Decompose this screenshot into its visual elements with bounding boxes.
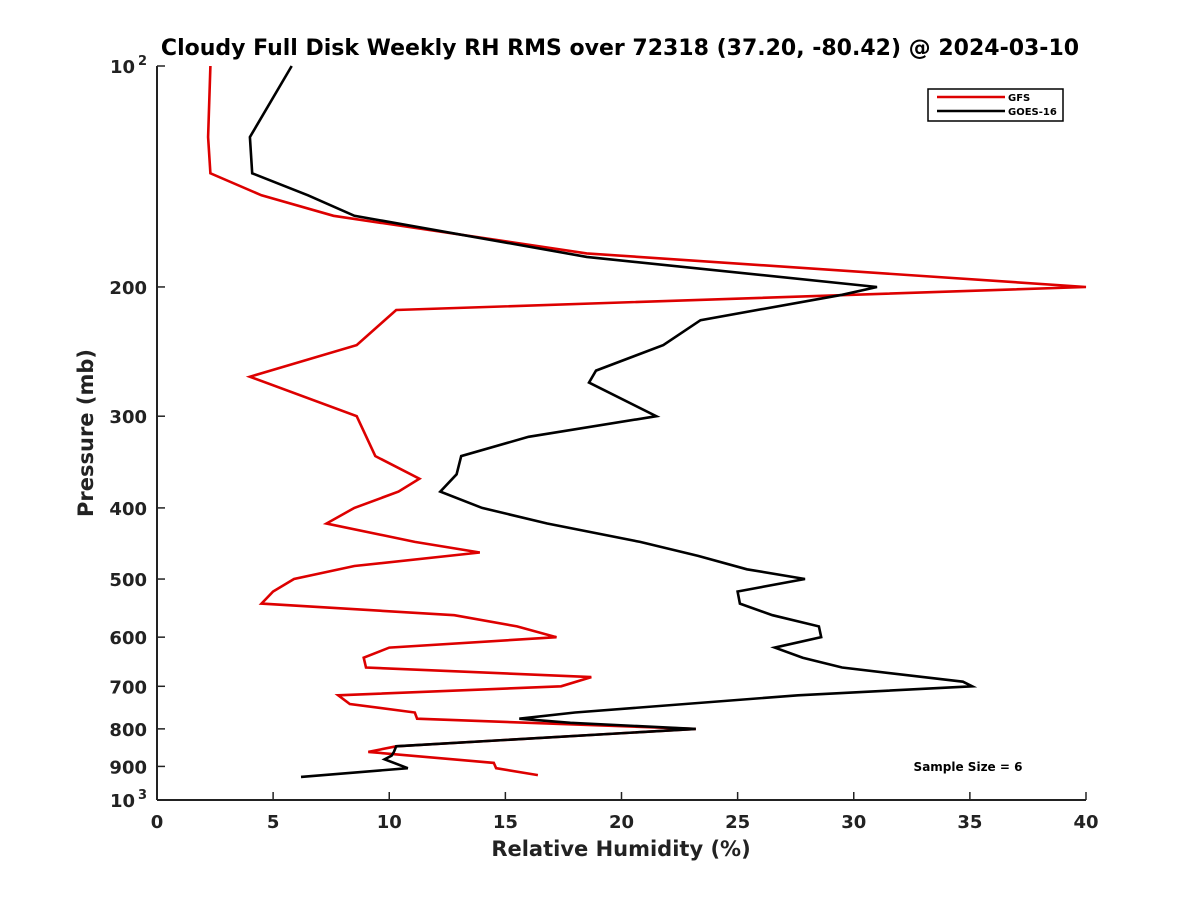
- y-tick-exponent: 3: [138, 788, 147, 803]
- x-tick-label: 0: [151, 812, 164, 833]
- y-tick-label: 200: [109, 278, 147, 299]
- x-tick-label: 35: [957, 812, 982, 833]
- x-tick-label: 20: [609, 812, 634, 833]
- series-line-gfs: [206, 65, 1087, 777]
- legend: GFS GOES-16: [927, 88, 1064, 122]
- y-tick-label: 10: [110, 57, 135, 78]
- x-tick-label: 10: [377, 812, 402, 833]
- legend-box: [927, 88, 1064, 122]
- y-tick-label: 10: [110, 791, 135, 812]
- x-tick-label: 25: [725, 812, 750, 833]
- x-tick-label: 30: [841, 812, 866, 833]
- y-tick-label: 700: [109, 677, 147, 698]
- x-tick-label: 40: [1073, 812, 1098, 833]
- y-tick-label: 300: [109, 407, 147, 428]
- y-tick-label: 400: [109, 499, 147, 520]
- y-tick-label: 900: [109, 757, 147, 778]
- y-tick-exponent: 2: [138, 54, 147, 69]
- legend-label-gfs: GFS: [1008, 93, 1030, 104]
- y-tick-label: 600: [109, 628, 147, 649]
- x-tick-label: 15: [493, 812, 518, 833]
- series-layer: [206, 65, 1087, 779]
- legend-label-goes16: GOES-16: [1008, 107, 1057, 118]
- y-axis-label: Pressure (mb): [74, 349, 98, 517]
- x-tick-label: 5: [267, 812, 280, 833]
- x-axis-label: Relative Humidity (%): [491, 837, 750, 861]
- sample-size-annotation: Sample Size = 6: [914, 760, 1023, 774]
- y-tick-label: 500: [109, 570, 147, 591]
- chart-title: Cloudy Full Disk Weekly RH RMS over 7231…: [161, 36, 1079, 61]
- x-ticks: 0 5 10 15 20 25 30 35 40: [151, 792, 1099, 833]
- y-tick-label: 800: [109, 720, 147, 741]
- series-line-goes16: [248, 65, 978, 779]
